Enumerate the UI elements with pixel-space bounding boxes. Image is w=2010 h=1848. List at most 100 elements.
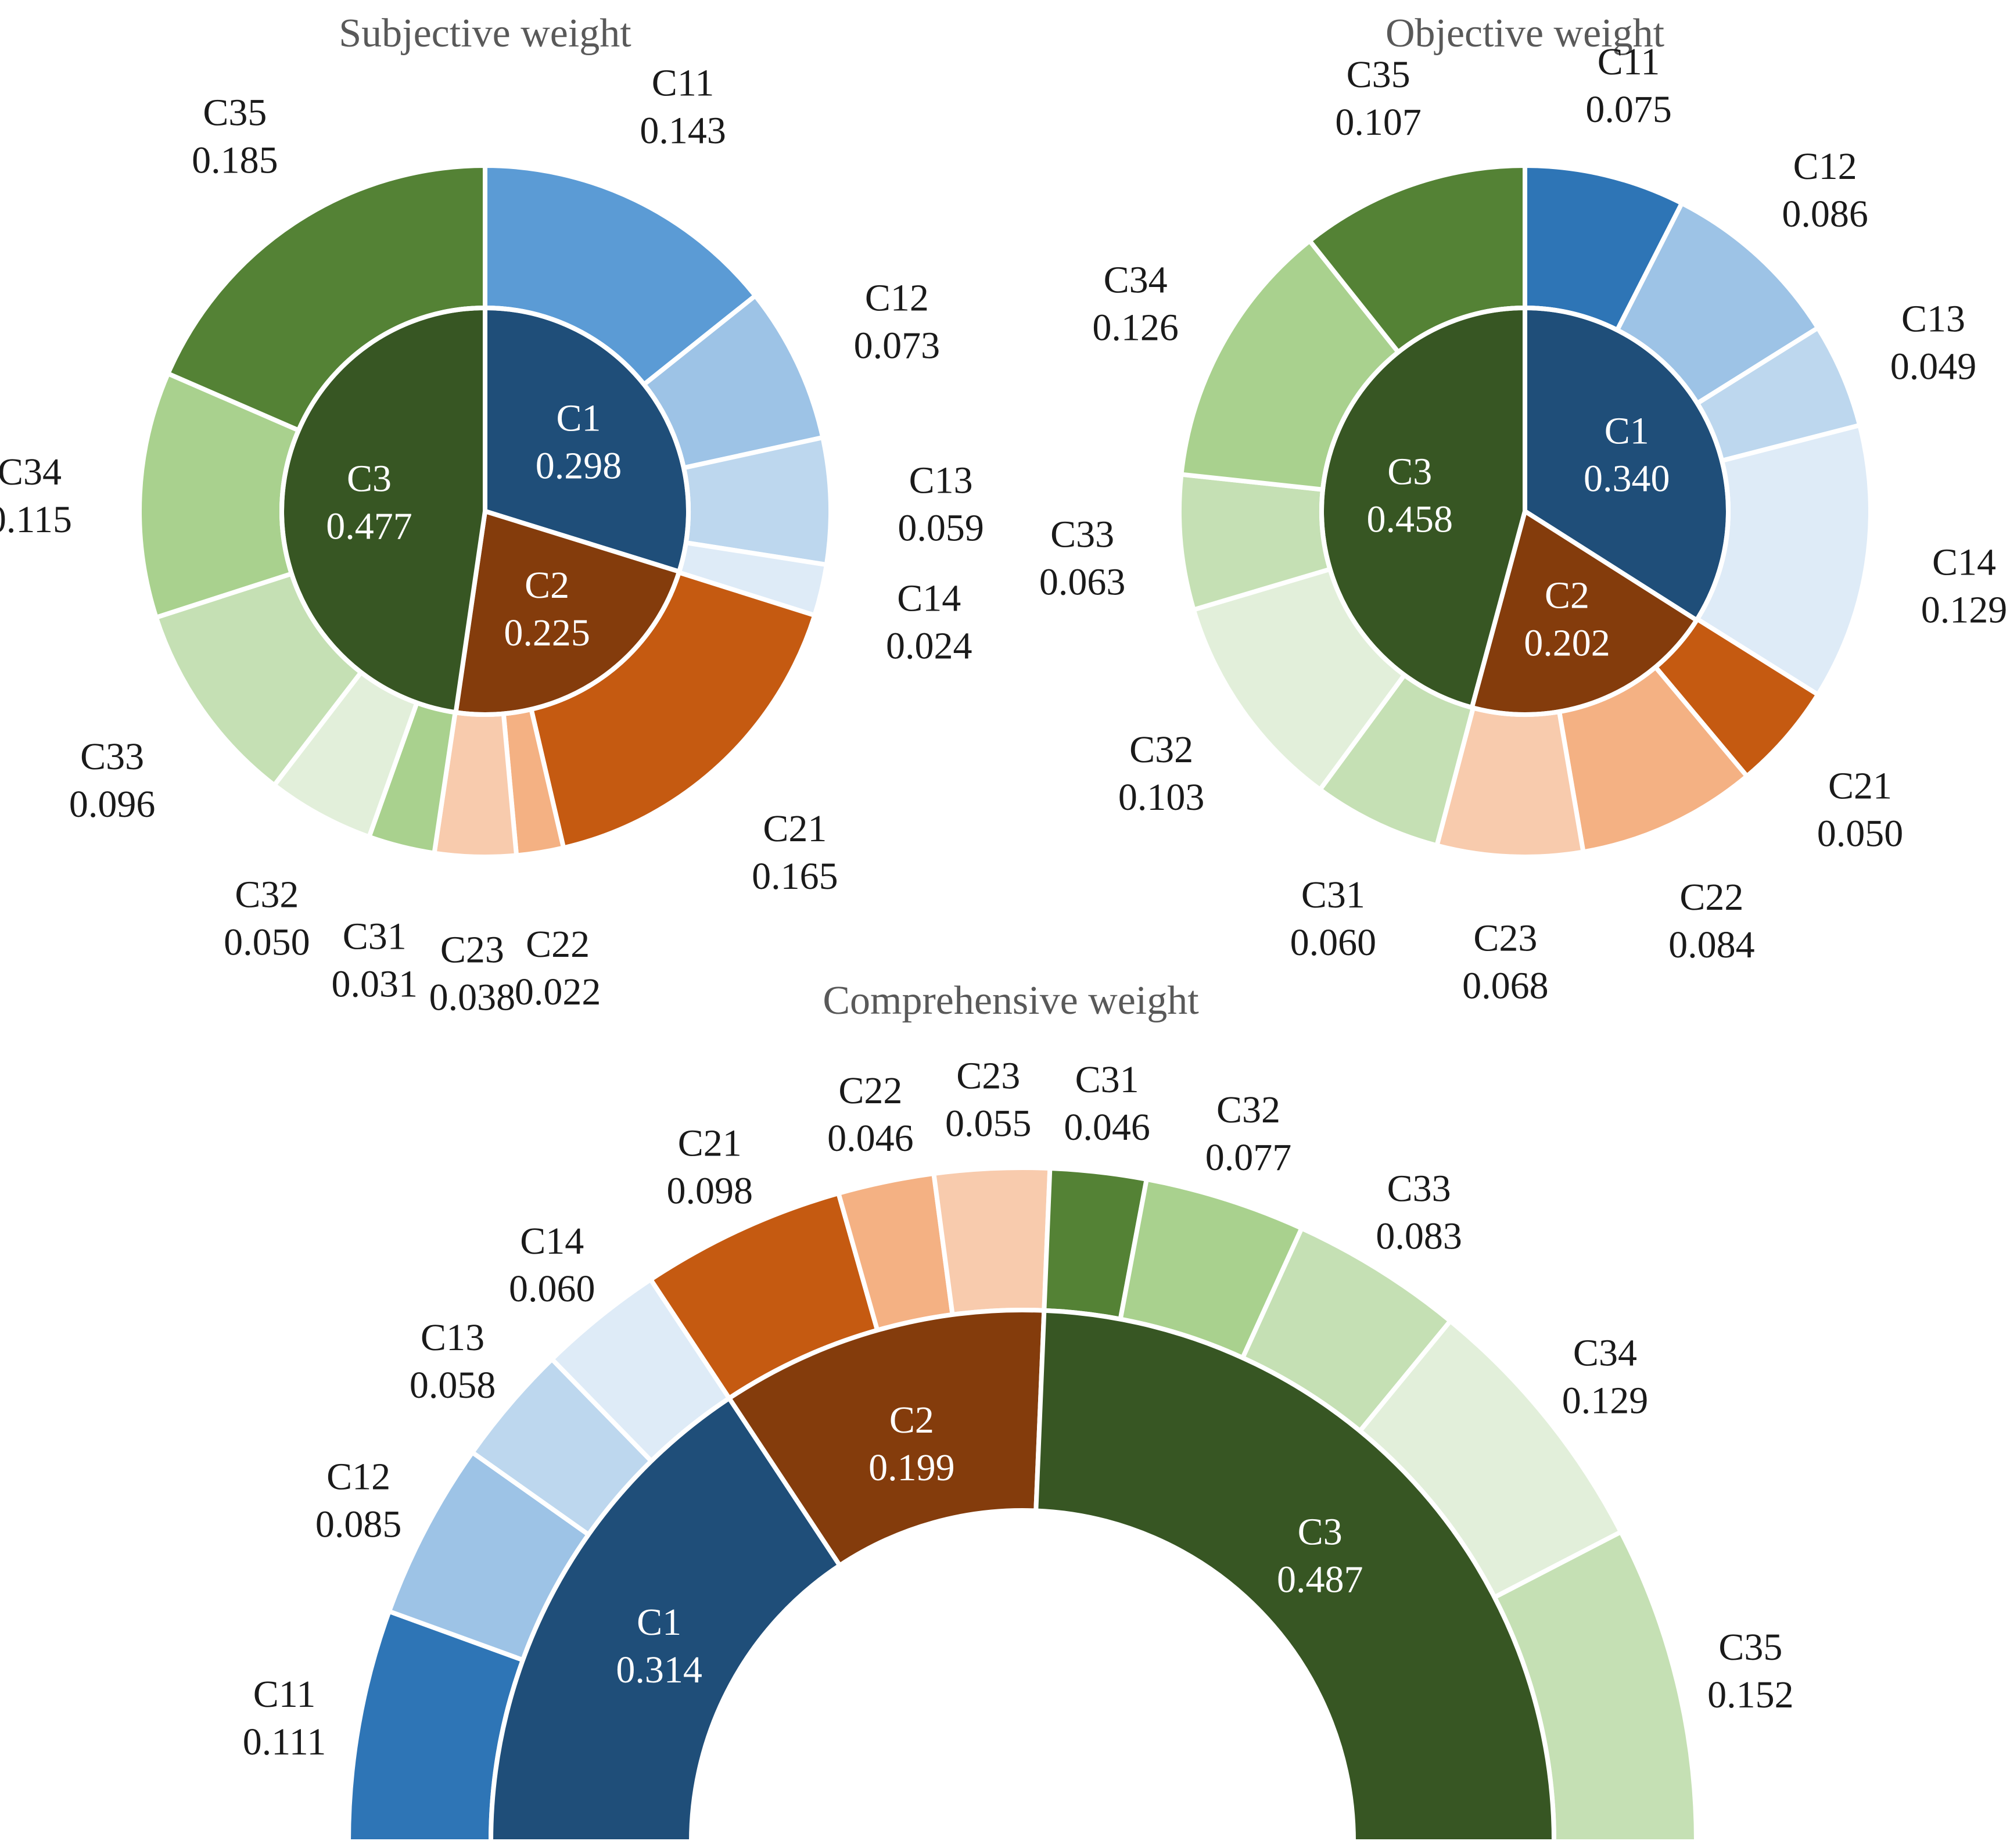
outer-label-name: C11: [253, 1673, 316, 1716]
outer-label-name: C23: [1473, 917, 1537, 959]
inner-label-name: C3: [1298, 1510, 1343, 1553]
chart-title: Comprehensive weight: [823, 978, 1199, 1023]
outer-label-value: 0.049: [1890, 345, 1977, 387]
outer-label-value: 0.107: [1335, 101, 1422, 143]
inner-label-value: 0.458: [1366, 498, 1453, 541]
outer-label-name: C12: [326, 1456, 390, 1498]
outer-label-c33: C33 0.063: [1039, 514, 1126, 604]
inner-label-c2: C2 0.202: [1524, 574, 1610, 664]
inner-label-name: C1: [1605, 410, 1649, 453]
outer-label-value: 0.046: [1064, 1106, 1150, 1149]
inner-label-value: 0.340: [1584, 458, 1670, 500]
outer-label-name: C14: [1932, 541, 1996, 583]
outer-label-name: C12: [1793, 145, 1857, 188]
inner-label-name: C2: [525, 564, 569, 607]
outer-label-value: 0.098: [667, 1170, 753, 1212]
outer-label-name: C21: [678, 1122, 742, 1165]
ring-separator: [279, 306, 691, 717]
outer-label-c31: C31 0.046: [1064, 1058, 1150, 1149]
outer-label-c12: C12 0.086: [1782, 145, 1868, 235]
outer-label-value: 0.103: [1118, 776, 1205, 819]
outer-label-name: C33: [1050, 514, 1114, 556]
outer-label-c32: C32 0.050: [224, 873, 310, 963]
outer-label-name: C31: [343, 916, 407, 958]
inner-label-value: 0.298: [536, 444, 622, 487]
outer-label-name: C31: [1301, 874, 1365, 916]
inner-slice-c3: [1033, 1308, 1557, 1844]
outer-label-value: 0.059: [898, 507, 984, 550]
outer-label-c13: C13 0.059: [898, 460, 984, 550]
outer-label-value: 0.046: [827, 1117, 914, 1160]
inner-label-c3: C3 0.458: [1366, 451, 1453, 541]
outer-label-name: C34: [0, 451, 62, 493]
outer-label-c31: C31 0.060: [1290, 874, 1377, 964]
chart-title: Subjective weight: [339, 11, 631, 56]
inner-label-c2: C2 0.225: [504, 564, 590, 654]
outer-label-c11: C11 0.075: [1585, 41, 1672, 131]
outer-label-name: C21: [1828, 765, 1892, 807]
inner-label-name: C2: [889, 1399, 934, 1441]
outer-label-value: 0.086: [1782, 193, 1868, 235]
outer-label-name: C34: [1573, 1332, 1637, 1375]
outer-label-name: C11: [652, 62, 715, 105]
outer-label-value: 0.084: [1668, 924, 1755, 966]
outer-label-c14: C14 0.129: [1921, 541, 2008, 631]
outer-label-c22: C22 0.046: [827, 1070, 914, 1160]
outer-label-name: C13: [909, 460, 973, 502]
outer-label-value: 0.060: [509, 1268, 595, 1310]
inner-label-name: C2: [1545, 574, 1589, 616]
inner-label-name: C3: [1387, 451, 1432, 493]
inner-label-value: 0.487: [1277, 1558, 1363, 1601]
outer-label-c21: C21 0.050: [1817, 765, 1904, 855]
inner-label-c1: C1 0.314: [616, 1601, 702, 1691]
inner-slice-c1: [488, 1395, 844, 1844]
outer-label-c11: C11 0.111: [243, 1673, 326, 1763]
outer-label-name: C33: [1387, 1167, 1451, 1210]
outer-label-name: C32: [1216, 1089, 1280, 1131]
outer-label-name: C12: [865, 277, 929, 320]
outer-label-c33: C33 0.083: [1376, 1167, 1462, 1257]
outer-label-name: C31: [1075, 1058, 1139, 1101]
outer-label-value: 0.143: [640, 110, 726, 152]
inner-label-c3: C3 0.487: [1277, 1510, 1363, 1601]
inner-label-value: 0.202: [1524, 622, 1610, 664]
outer-label-c34: C34 0.126: [1092, 259, 1179, 349]
inner-label-name: C1: [557, 397, 601, 439]
outer-label-c32: C32 0.103: [1118, 729, 1205, 819]
outer-label-name: C34: [1104, 259, 1168, 301]
outer-label-c34: C34 0.129: [1562, 1332, 1649, 1422]
outer-label-value: 0.050: [224, 921, 310, 963]
inner-label-c1: C1 0.340: [1584, 410, 1670, 500]
outer-label-c13: C13 0.058: [410, 1316, 496, 1406]
outer-label-c31: C31 0.031: [331, 916, 418, 1006]
outer-label-value: 0.073: [854, 325, 941, 367]
outer-label-name: C32: [235, 873, 299, 916]
outer-label-value: 0.058: [410, 1364, 496, 1406]
outer-label-value: 0.063: [1039, 561, 1126, 604]
outer-label-c12: C12 0.085: [315, 1456, 402, 1546]
inner-label-value: 0.477: [326, 505, 412, 548]
outer-label-c35: C35 0.152: [1707, 1626, 1794, 1716]
inner-slice-c2: [726, 1308, 1047, 1569]
outer-label-name: C35: [1718, 1626, 1782, 1668]
outer-label-c14: C14 0.024: [886, 577, 972, 667]
outer-label-value: 0.129: [1562, 1380, 1649, 1422]
outer-label-c21: C21 0.098: [667, 1122, 753, 1212]
outer-label-c35: C35 0.107: [1335, 53, 1422, 143]
outer-label-value: 0.126: [1092, 306, 1179, 349]
outer-label-name: C14: [520, 1220, 584, 1262]
inner-label-c1: C1 0.298: [536, 397, 622, 487]
inner-label-name: C3: [347, 458, 392, 500]
inner-label-c2: C2 0.199: [868, 1399, 955, 1489]
outer-label-c22: C22 0.022: [515, 923, 601, 1013]
outer-label-name: C22: [526, 923, 590, 966]
outer-label-value: 0.031: [331, 963, 418, 1006]
outer-label-name: C23: [440, 929, 504, 971]
subjective-weight-chart: Subjective weight C11 0.143 C12 0.073 C13 0.05…: [0, 11, 984, 1019]
outer-label-c23: C23 0.038: [429, 929, 516, 1019]
outer-label-c21: C21 0.165: [752, 808, 838, 898]
inner-label-c3: C3 0.477: [326, 458, 412, 548]
outer-label-name: C21: [763, 808, 827, 850]
